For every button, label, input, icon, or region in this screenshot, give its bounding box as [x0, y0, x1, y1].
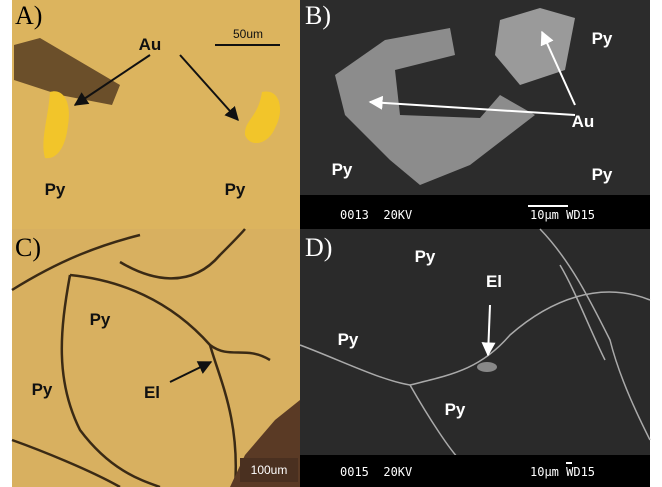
micrograph-background: [12, 229, 300, 487]
arrow: [481, 304, 496, 357]
info-bar: [300, 455, 650, 487]
info-text: 0013 20KV: [340, 208, 412, 222]
annotation: Py: [445, 400, 466, 419]
gold-grain: [244, 91, 281, 144]
panel-b: B) Py Au Py Py 0013 20KV 10µm WD15: [300, 0, 650, 229]
arrow: [179, 54, 239, 122]
arrow: [368, 95, 576, 116]
annotation: Py: [592, 29, 613, 48]
annotation: El: [144, 383, 160, 402]
panel-c: C) Py Py El 100um: [11, 228, 300, 487]
annotation: Py: [225, 180, 246, 199]
arrow: [169, 361, 213, 383]
annotation: Py: [592, 165, 613, 184]
arrow: [73, 54, 151, 106]
micrograph-background: [300, 229, 650, 487]
info-text: 0015 20KV: [340, 465, 412, 479]
panel-label: C): [15, 233, 41, 262]
grain: [335, 28, 535, 185]
annotation: Au: [139, 35, 162, 54]
cracks: [11, 228, 271, 487]
annotation: Py: [90, 310, 111, 329]
panel-label: D): [305, 233, 332, 262]
annotation: Py: [338, 330, 359, 349]
scale-bar-label: 50um: [233, 27, 263, 41]
panel-d: D) Py El Py Py 0015 20KV 10µm WD15: [299, 228, 651, 487]
annotation: Au: [572, 112, 595, 131]
grain: [477, 362, 497, 372]
scale-bar-label: 100um: [251, 463, 288, 477]
annotation: El: [486, 272, 502, 291]
info-text: 10µm WD15: [530, 465, 595, 479]
cracks: [299, 228, 651, 461]
info-text: 10µm WD15: [530, 208, 595, 222]
scale-box: [240, 458, 298, 482]
grain: [495, 8, 575, 85]
annotation: Py: [415, 247, 436, 266]
annotation: Py: [32, 380, 53, 399]
annotation: Py: [332, 160, 353, 179]
panel-label: A): [15, 1, 42, 30]
panel-a: A) Au Py Py 50um: [12, 0, 300, 229]
info-bar: [300, 195, 650, 229]
gold-grain: [43, 91, 69, 159]
panel-label: B): [305, 1, 331, 30]
grain: [14, 38, 120, 105]
annotation: Py: [45, 180, 66, 199]
arrow: [540, 30, 576, 106]
